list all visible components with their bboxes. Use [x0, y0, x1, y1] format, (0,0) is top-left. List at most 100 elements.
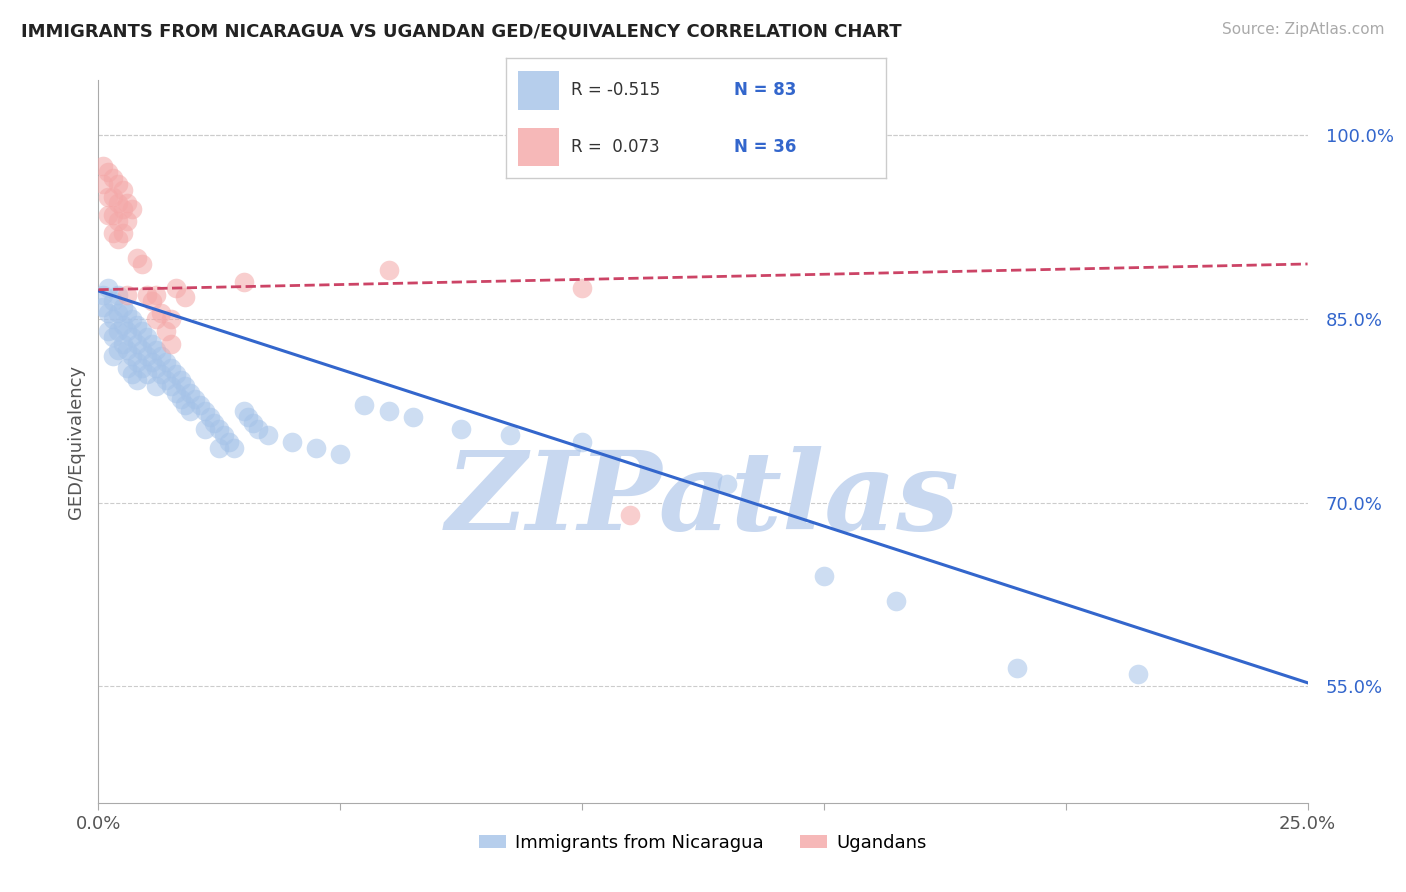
- Point: [101, 293, 124, 308]
- Point: [107, 306, 129, 320]
- Point: [716, 477, 738, 491]
- Point: [121, 367, 143, 381]
- Point: [377, 263, 399, 277]
- Point: [160, 361, 183, 376]
- Text: R = -0.515: R = -0.515: [571, 81, 659, 100]
- Point: [242, 416, 264, 430]
- Point: [135, 367, 157, 381]
- Point: [121, 349, 143, 363]
- Y-axis label: GED/Equivalency: GED/Equivalency: [66, 365, 84, 518]
- Point: [131, 361, 153, 376]
- Point: [402, 410, 425, 425]
- Point: [150, 349, 173, 363]
- Point: [353, 398, 375, 412]
- Point: [160, 312, 183, 326]
- Point: [97, 208, 120, 222]
- Point: [232, 404, 254, 418]
- Point: [127, 318, 149, 333]
- Point: [91, 300, 114, 314]
- Point: [107, 195, 129, 210]
- Point: [165, 281, 187, 295]
- Point: [256, 428, 278, 442]
- Point: [107, 287, 129, 301]
- Point: [97, 165, 120, 179]
- Text: N = 36: N = 36: [734, 138, 796, 156]
- Point: [121, 202, 143, 216]
- Point: [169, 392, 191, 406]
- Point: [498, 428, 520, 442]
- Point: [305, 441, 328, 455]
- Point: [107, 178, 129, 192]
- Point: [131, 324, 153, 338]
- Point: [247, 422, 270, 436]
- Point: [101, 312, 124, 326]
- Point: [101, 349, 124, 363]
- Point: [127, 373, 149, 387]
- Point: [160, 336, 183, 351]
- Point: [571, 434, 593, 449]
- Point: [101, 227, 124, 241]
- Point: [131, 343, 153, 357]
- Point: [141, 336, 163, 351]
- Point: [117, 195, 139, 210]
- Point: [1128, 667, 1150, 681]
- Point: [141, 293, 163, 308]
- Point: [135, 287, 157, 301]
- Text: R =  0.073: R = 0.073: [571, 138, 659, 156]
- Point: [97, 324, 120, 338]
- Point: [179, 404, 201, 418]
- Point: [111, 227, 134, 241]
- Point: [107, 324, 129, 338]
- Point: [101, 330, 124, 344]
- Point: [107, 232, 129, 246]
- Point: [150, 306, 173, 320]
- Point: [101, 171, 124, 186]
- Point: [329, 447, 352, 461]
- Point: [188, 398, 211, 412]
- Point: [117, 287, 139, 301]
- Point: [107, 214, 129, 228]
- Point: [117, 324, 139, 338]
- Point: [184, 392, 207, 406]
- Point: [145, 287, 167, 301]
- Point: [194, 404, 217, 418]
- Point: [571, 281, 593, 295]
- Point: [1007, 661, 1029, 675]
- Point: [127, 251, 149, 265]
- Point: [165, 385, 187, 400]
- Bar: [517, 128, 560, 166]
- Point: [117, 306, 139, 320]
- Point: [131, 257, 153, 271]
- Point: [145, 379, 167, 393]
- Point: [204, 416, 226, 430]
- Point: [377, 404, 399, 418]
- Point: [117, 343, 139, 357]
- Point: [145, 361, 167, 376]
- Point: [212, 428, 235, 442]
- Point: [127, 355, 149, 369]
- Text: Source: ZipAtlas.com: Source: ZipAtlas.com: [1222, 22, 1385, 37]
- Point: [97, 189, 120, 203]
- Text: IMMIGRANTS FROM NICARAGUA VS UGANDAN GED/EQUIVALENCY CORRELATION CHART: IMMIGRANTS FROM NICARAGUA VS UGANDAN GED…: [21, 22, 901, 40]
- Point: [97, 281, 120, 295]
- Point: [111, 184, 134, 198]
- Point: [281, 434, 304, 449]
- Point: [155, 324, 177, 338]
- Point: [91, 159, 114, 173]
- Point: [232, 276, 254, 290]
- Point: [91, 287, 114, 301]
- Point: [111, 202, 134, 216]
- Point: [111, 336, 134, 351]
- Point: [150, 367, 173, 381]
- Point: [208, 422, 231, 436]
- Point: [101, 208, 124, 222]
- Point: [97, 306, 120, 320]
- Point: [238, 410, 260, 425]
- Point: [155, 373, 177, 387]
- Point: [101, 189, 124, 203]
- Legend: Immigrants from Nicaragua, Ugandans: Immigrants from Nicaragua, Ugandans: [472, 826, 934, 859]
- Point: [619, 508, 641, 522]
- Point: [145, 312, 167, 326]
- Point: [135, 349, 157, 363]
- Point: [117, 214, 139, 228]
